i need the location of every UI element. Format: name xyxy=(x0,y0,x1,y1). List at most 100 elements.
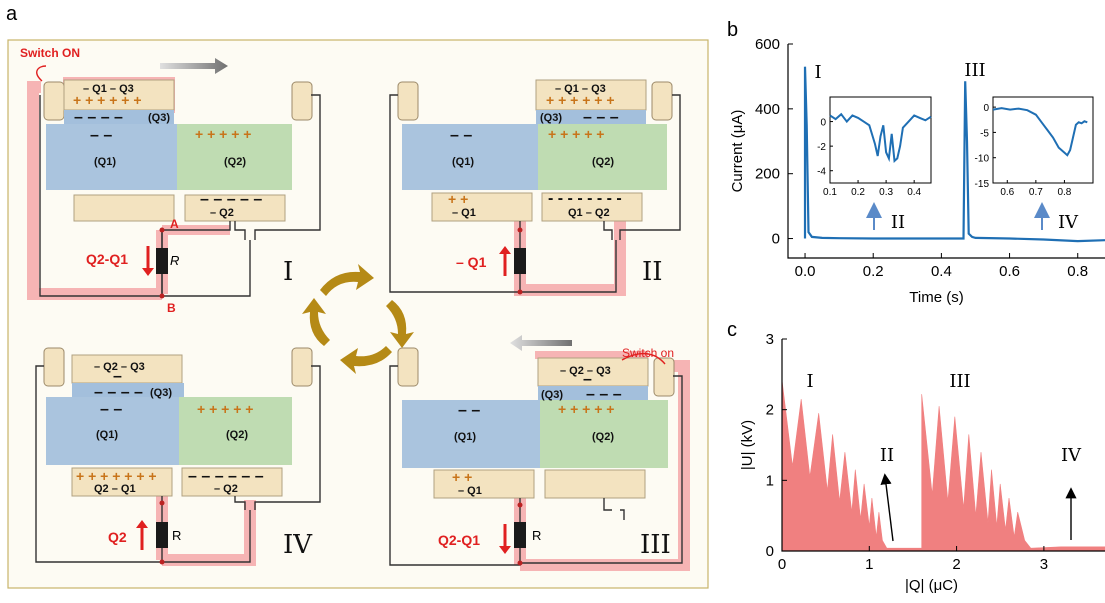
chart-c-xtick-label: 3 xyxy=(1040,556,1048,573)
state-II-q3-label: (Q3) xyxy=(540,112,562,124)
chart-b-inset-ytick-label: 0 xyxy=(820,118,826,129)
svg-text:– –: – – xyxy=(450,127,472,144)
chart-b-inset-frame xyxy=(992,96,1094,184)
chart-b-annotation-II: II xyxy=(891,212,905,233)
state-III-numeral: III xyxy=(640,530,671,560)
svg-text:– – –: – – – xyxy=(586,386,622,403)
resistor-label-I: R xyxy=(170,253,179,268)
state-II-q2-label: (Q2) xyxy=(592,156,614,168)
chart-b-ylabel: Current (μA) xyxy=(729,110,746,193)
svg-text:+ + + + +: + + + + + xyxy=(548,126,604,142)
chart-b-inset-ytick-label: -10 xyxy=(975,154,990,165)
chart-c-ytick-label: 3 xyxy=(766,331,774,348)
state-III-bottom-left-label: – Q1 xyxy=(458,485,482,497)
svg-text:+ +: + + xyxy=(448,191,468,207)
state-I-top-electrode-label: – Q1 – Q3 xyxy=(83,83,134,95)
svg-text:–: – xyxy=(583,371,592,388)
svg-text:+ + + + + +: + + + + + + xyxy=(546,92,615,108)
panel-label-c: c xyxy=(727,319,737,341)
svg-text:– –: – – xyxy=(458,402,480,419)
chart-b-inset-ytick-label: 0 xyxy=(983,103,989,114)
chart-c-xtick-label: 1 xyxy=(865,556,873,573)
cycle-arrows xyxy=(302,264,414,374)
panel-label-b: b xyxy=(727,19,738,41)
state-II-device: + + + + + + – – – – – + + + + + + + - - … xyxy=(389,79,681,296)
chart-c-ytick-label: 2 xyxy=(766,402,774,419)
current-time-chart: 0.0 0.2 0.4 0.6 0.8 0 200 400 600 Time (s) Current… xyxy=(729,36,1105,306)
svg-text:– – – – –: – – – – – xyxy=(200,191,262,208)
svg-text:+ + + + + +: + + + + + + xyxy=(73,92,142,108)
chart-b-inset-xtick-label: 0.2 xyxy=(851,187,865,198)
svg-text:– – –: – – – xyxy=(583,109,619,126)
node-a-label: A xyxy=(170,217,179,231)
svg-text:- - - - - - - -: - - - - - - - - xyxy=(548,190,622,207)
chart-b-xlabel: Time (s) xyxy=(909,289,963,306)
svg-text:+ + + + +: + + + + + xyxy=(558,401,614,417)
chart-b-series-line xyxy=(803,66,1105,243)
svg-text:– – – –: – – – – xyxy=(74,109,123,126)
svg-text:– –: – – xyxy=(100,401,122,418)
state-IV-current-label: Q2 xyxy=(108,529,127,545)
chart-b-xtick-label: 0.2 xyxy=(863,263,884,280)
chart-c-ytick-label: 1 xyxy=(766,472,774,489)
chart-b-inset-xtick-label: 0.1 xyxy=(823,187,837,198)
chart-b-inset-series-line xyxy=(992,107,1088,157)
chart-c-annotation-I: I xyxy=(806,371,813,392)
svg-text:–: – xyxy=(113,368,122,385)
svg-text:+ +: + + xyxy=(452,469,472,485)
chart-c-xlabel: |Q| (μC) xyxy=(905,577,958,594)
state-III-q3-label: (Q3) xyxy=(541,389,563,401)
chart-b-inset-ytick-label: -15 xyxy=(975,179,990,190)
chart-b-annotation-IV: IV xyxy=(1058,212,1079,233)
state-I-bottom-right-label: – Q2 xyxy=(210,207,234,219)
state-II-bottom-left-label: – Q1 xyxy=(452,207,476,219)
chart-b-xtick-label: 0.6 xyxy=(999,263,1020,280)
resistor-label-III: R xyxy=(532,528,541,543)
chart-c-annotation-II: II xyxy=(880,445,894,466)
chart-b-inset-xtick-label: 0.7 xyxy=(1029,187,1043,198)
chart-b-inset-xtick-label: 0.3 xyxy=(879,187,893,198)
chart-c-ylabel: |U| (kV) xyxy=(739,420,756,470)
chart-b-inset-ytick-label: -5 xyxy=(980,128,989,139)
chart-b-inset-series-line xyxy=(829,112,932,163)
chart-b-annotation-I: I xyxy=(814,62,821,83)
switch-on-label-III: Switch on xyxy=(622,346,674,360)
svg-text:– – – – – –: – – – – – – xyxy=(188,468,264,485)
chart-c-series-area xyxy=(781,379,1105,552)
chart-b-inset-ytick-label: -2 xyxy=(817,142,826,153)
state-III-q1-label: (Q1) xyxy=(454,431,476,443)
state-III-q2-label: (Q2) xyxy=(592,431,614,443)
chart-c-annotation-IV: IV xyxy=(1061,445,1082,466)
state-I-current-label: Q2-Q1 xyxy=(86,251,128,267)
svg-text:+ + + + +: + + + + + xyxy=(197,401,253,417)
state-III-device: – – – – – – + + + + + + + xyxy=(389,335,690,571)
panel-label-a: a xyxy=(6,3,18,25)
chart-b-ytick-label: 0 xyxy=(772,231,780,248)
chart-c-xtick-label: 0 xyxy=(778,556,786,573)
node-b-label: B xyxy=(167,301,176,315)
state-IV-bottom-left-label: Q2 – Q1 xyxy=(94,483,136,495)
state-III-current-label: Q2-Q1 xyxy=(438,532,480,548)
chart-b-ytick-label: 200 xyxy=(755,166,780,183)
chart-c-ytick-label: 0 xyxy=(766,543,774,560)
chart-c-annotation-III: III xyxy=(949,371,970,392)
state-I-device: + + + + + + – – – – – – + + + + + – – – … xyxy=(27,58,321,300)
state-IV-bottom-right-label: – Q2 xyxy=(214,483,238,495)
svg-text:+ + + + + + +: + + + + + + + xyxy=(76,468,157,484)
chart-b-xtick-label: 0.8 xyxy=(1067,263,1088,280)
svg-text:– – – –: – – – – xyxy=(94,384,143,401)
state-I-numeral: I xyxy=(283,257,293,287)
chart-b-xtick-label: 0.4 xyxy=(931,263,952,280)
state-IV-q3-label: (Q3) xyxy=(150,387,172,399)
state-IV-q2-label: (Q2) xyxy=(226,429,248,441)
chart-b-axes xyxy=(787,44,1105,259)
chart-b-ytick-label: 600 xyxy=(755,36,780,53)
state-II-bottom-right-label: Q1 – Q2 xyxy=(568,207,610,219)
switch-on-label-I: Switch ON xyxy=(20,46,80,60)
chart-b-annotation-III: III xyxy=(964,60,985,81)
state-II-top-electrode-label: – Q1 – Q3 xyxy=(555,83,606,95)
chart-b-inset-xtick-label: 0.6 xyxy=(1000,187,1014,198)
resistor-label-IV: R xyxy=(172,528,181,543)
